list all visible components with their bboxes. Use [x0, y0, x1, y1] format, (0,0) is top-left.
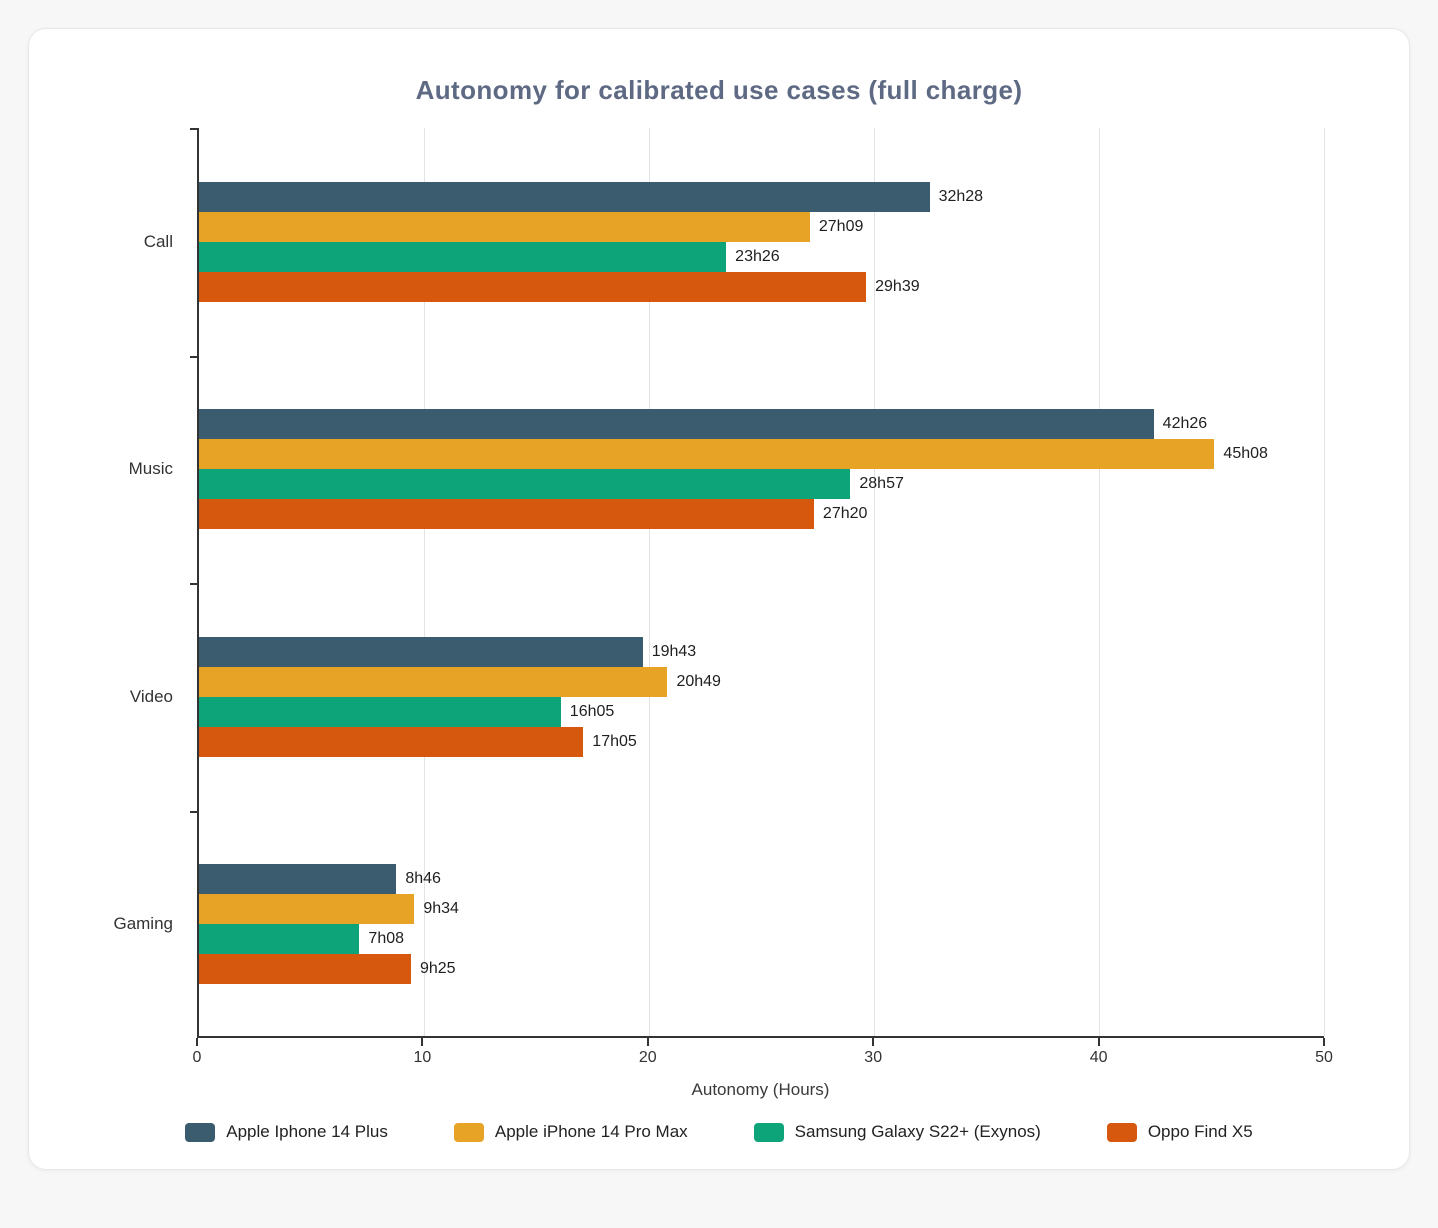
gridline [874, 128, 875, 1036]
x-axis-tick [646, 1038, 649, 1046]
legend-label: Oppo Find X5 [1147, 1122, 1253, 1141]
bar-apple-iphone-14-pro-max-music [199, 439, 1215, 470]
bar-value-label: 16h05 [569, 702, 615, 720]
x-axis-tick-label: 50 [1315, 1049, 1333, 1066]
bar-value-label: 32h28 [938, 187, 984, 205]
gridline [1324, 128, 1325, 1036]
legend-item-samsung-galaxy-s22-exynos[interactable]: Samsung Galaxy S22+ (Exynos) [753, 1122, 1041, 1142]
bar-value-label: 9h34 [423, 900, 459, 918]
bar-value-label: 8h46 [405, 870, 441, 888]
bar-oppo-find-x5-video [199, 726, 584, 757]
gridline [424, 128, 425, 1036]
y-axis-tick [190, 128, 197, 130]
category-label-music: Music [128, 459, 173, 479]
bar-value-label: 20h49 [676, 672, 721, 690]
bar-row: 8h46 [199, 864, 1324, 895]
bar-samsung-galaxy-s22-exynos-call [199, 241, 727, 272]
bar-row: 16h05 [199, 696, 1324, 727]
bar-row: 29h39 [199, 271, 1324, 302]
x-axis-tick [1097, 1038, 1100, 1046]
bar-value-label: 23h26 [735, 247, 780, 265]
bar-value-label: 42h26 [1162, 415, 1208, 433]
x-axis-title: Autonomy (Hours) [691, 1080, 830, 1099]
bar-row: 27h09 [199, 211, 1324, 242]
legend: Apple Iphone 14 Plus Apple iPhone 14 Pro … [29, 1122, 1409, 1142]
bar-value-label: 7h08 [368, 930, 405, 948]
x-axis-tick [1323, 1038, 1325, 1046]
category-label-call: Call [143, 231, 173, 251]
bar-row: 42h26 [199, 409, 1324, 440]
bar-row: 17h05 [199, 726, 1324, 757]
y-axis-tick [190, 356, 197, 358]
bar-row: 23h26 [199, 241, 1324, 272]
bar-value-label: 17h05 [592, 732, 637, 750]
category-label-gaming: Gaming [113, 914, 173, 934]
bar-value-label: 19h43 [651, 642, 697, 660]
bar-row: 28h57 [199, 469, 1324, 500]
y-axis-tick [190, 811, 197, 813]
legend-label: Samsung Galaxy S22+ (Exynos) [794, 1122, 1041, 1141]
bar-apple-iphone-14-plus-gaming [199, 864, 397, 895]
legend-swatch [753, 1122, 784, 1142]
bar-row: 27h20 [199, 499, 1324, 530]
bar-row: 9h25 [199, 954, 1324, 985]
x-axis-tick-label: 20 [638, 1049, 657, 1066]
plot-area: Call 32h28 27h09 23h26 29h39 Music 42h26 45h08 2… [113, 128, 1325, 1038]
legend-item-apple-iphone-14-pro-max[interactable]: Apple iPhone 14 Pro Max [453, 1122, 688, 1142]
bar-apple-iphone-14-pro-max-call [199, 211, 810, 242]
legend-label: Apple iPhone 14 Pro Max [494, 1122, 688, 1141]
x-axis: 0 10 20 30 40 50 [193, 1038, 1333, 1074]
bar-value-label: 28h57 [859, 475, 904, 493]
bar-oppo-find-x5-gaming [199, 954, 411, 985]
x-axis-tick [196, 1038, 198, 1046]
bar-row: 19h43 [199, 636, 1324, 667]
bar-oppo-find-x5-music [199, 499, 814, 530]
legend-swatch [1106, 1122, 1137, 1142]
legend-label: Apple Iphone 14 Plus [226, 1122, 388, 1141]
chart-card: Autonomy for calibrated use cases (full … [28, 28, 1410, 1170]
x-axis-tick-label: 10 [413, 1049, 432, 1066]
x-axis-tick-label: 0 [192, 1049, 202, 1066]
y-axis-tick [190, 583, 197, 585]
category-label-video: Video [129, 686, 173, 706]
bar-row: 45h08 [199, 439, 1324, 470]
legend-swatch [185, 1122, 216, 1142]
bar-samsung-galaxy-s22-exynos-video [199, 696, 561, 727]
chart-title: Autonomy for calibrated use cases (full … [415, 75, 1023, 105]
bar-value-label: 29h39 [875, 277, 920, 295]
legend-swatch [453, 1122, 484, 1142]
x-axis-tick-label: 30 [864, 1049, 883, 1066]
gridline [649, 128, 650, 1036]
legend-item-oppo-find-x5[interactable]: Oppo Find X5 [1106, 1122, 1253, 1142]
legend-item-apple-iphone-14-plus[interactable]: Apple Iphone 14 Plus [185, 1122, 388, 1142]
bar-row: 20h49 [199, 666, 1324, 697]
bar-samsung-galaxy-s22-exynos-music [199, 469, 851, 500]
bar-apple-iphone-14-pro-max-gaming [199, 894, 415, 925]
bar-row: 32h28 [199, 181, 1324, 212]
bar-apple-iphone-14-plus-music [199, 409, 1154, 440]
bar-row: 7h08 [199, 924, 1324, 955]
bar-value-label: 27h20 [822, 505, 868, 523]
x-axis-tick [421, 1038, 424, 1046]
bar-value-label: 9h25 [419, 960, 456, 978]
bar-value-label: 45h08 [1223, 445, 1268, 463]
bar-apple-iphone-14-plus-call [199, 181, 930, 212]
bar-apple-iphone-14-pro-max-video [199, 666, 668, 697]
bar-row: 9h34 [199, 894, 1324, 925]
x-axis-tick [872, 1038, 875, 1046]
bar-apple-iphone-14-plus-video [199, 636, 643, 667]
bar-value-label: 27h09 [818, 217, 864, 235]
bar-samsung-galaxy-s22-exynos-gaming [199, 924, 360, 955]
gridline [1099, 128, 1100, 1036]
x-axis-tick-label: 40 [1089, 1049, 1108, 1066]
bar-oppo-find-x5-call [199, 271, 867, 302]
